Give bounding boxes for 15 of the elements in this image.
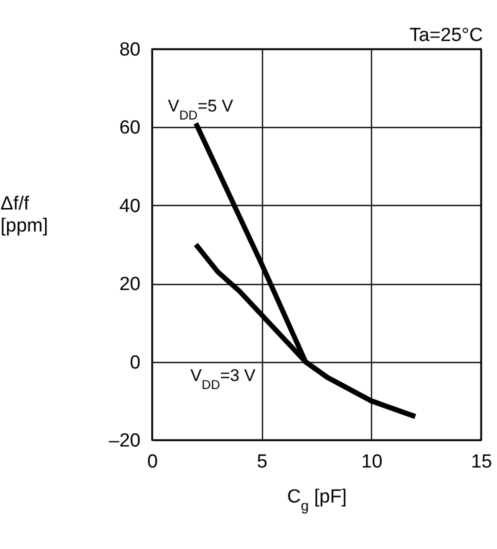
y-tick-label: 40 <box>119 196 140 217</box>
x-tick-label: 5 <box>256 452 268 472</box>
x-tick-label: 15 <box>470 452 492 472</box>
y-tick-label: 0 <box>130 352 140 374</box>
x-axis-title: C$_{g}$ [pF] <box>287 486 347 514</box>
y-tick-label: –20 <box>108 430 140 452</box>
y-axis-title: Δf/f [ppm] <box>0 194 48 236</box>
text: V$_{DD}$=3 V <box>190 366 256 392</box>
y-tick-label: 20 <box>119 274 140 296</box>
text: Ta=25°C <box>409 25 483 46</box>
x-tick-label: 10 <box>361 452 382 472</box>
x-tick-label: 0 <box>147 452 158 472</box>
y-tick-label: 60 <box>119 118 140 139</box>
series-label: V$_{DD}$=5 V <box>168 96 234 122</box>
y-tick-label: 80 <box>119 40 140 60</box>
